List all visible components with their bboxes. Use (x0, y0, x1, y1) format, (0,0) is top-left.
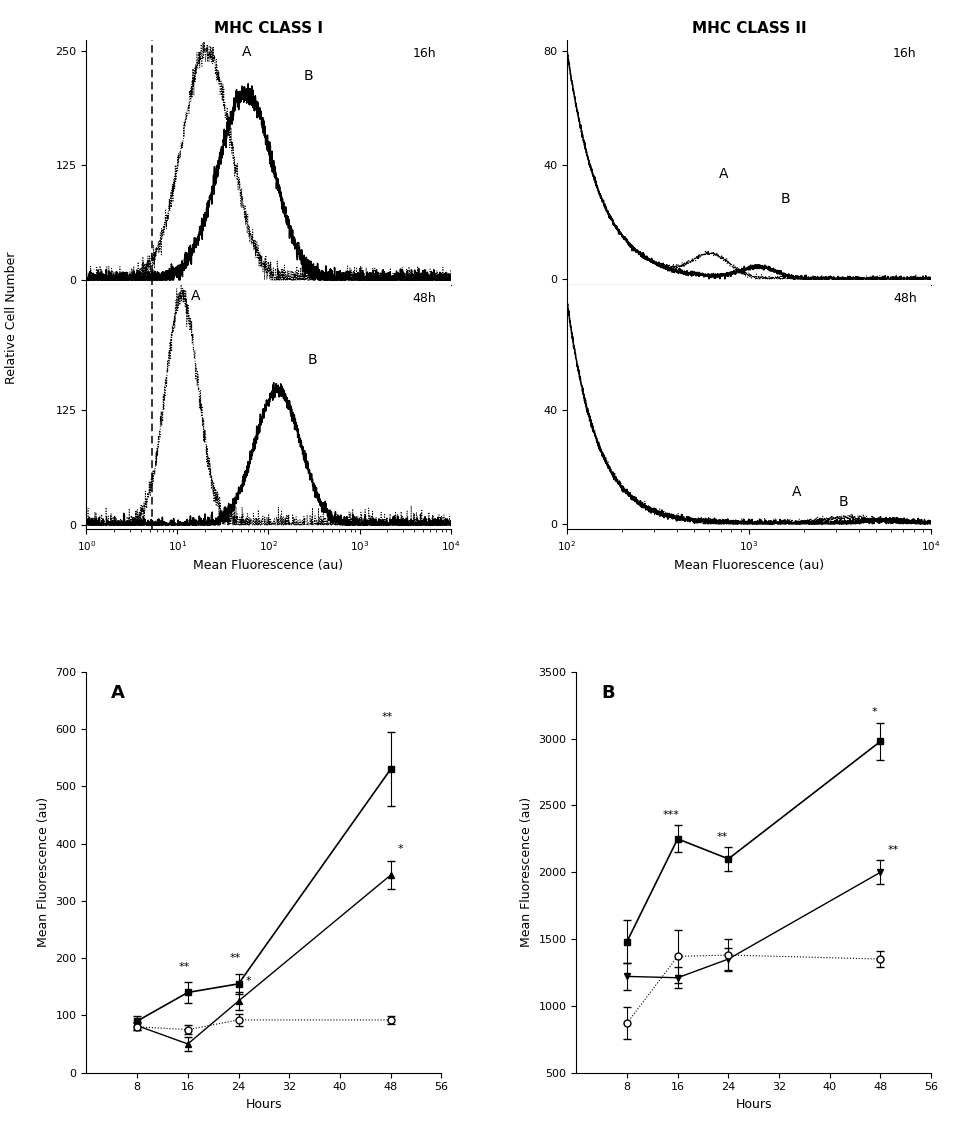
Text: Relative Cell Number: Relative Cell Number (5, 252, 18, 384)
Text: B: B (303, 69, 313, 83)
Text: *: * (872, 707, 877, 717)
Text: A: A (792, 486, 802, 499)
Text: **: ** (229, 953, 241, 964)
Text: **: ** (716, 832, 728, 841)
X-axis label: Hours: Hours (735, 1098, 772, 1111)
Text: 16h: 16h (413, 47, 436, 60)
Text: *: * (397, 844, 403, 854)
Title: MHC CLASS II: MHC CLASS II (692, 20, 806, 36)
Text: 48h: 48h (412, 292, 436, 305)
Text: B: B (780, 192, 790, 205)
Title: MHC CLASS I: MHC CLASS I (214, 20, 323, 36)
Text: A: A (242, 44, 252, 59)
Text: **: ** (888, 844, 899, 855)
Y-axis label: Mean Fluorescence (au): Mean Fluorescence (au) (37, 797, 50, 948)
Text: *: * (245, 976, 251, 985)
X-axis label: Mean Fluorescence (au): Mean Fluorescence (au) (674, 558, 825, 572)
Text: 48h: 48h (893, 292, 917, 305)
Text: **: ** (382, 712, 393, 722)
X-axis label: Hours: Hours (246, 1098, 282, 1111)
Text: B: B (839, 495, 849, 510)
Text: **: ** (179, 961, 190, 972)
Y-axis label: Mean Fluorescence (au): Mean Fluorescence (au) (519, 797, 533, 948)
Text: A: A (111, 684, 125, 701)
Text: A: A (719, 167, 729, 182)
X-axis label: Mean Fluorescence (au): Mean Fluorescence (au) (193, 558, 344, 572)
Text: ***: *** (663, 810, 680, 821)
Text: B: B (601, 684, 614, 701)
Text: 16h: 16h (893, 47, 917, 60)
Text: A: A (191, 289, 201, 303)
Text: B: B (307, 353, 317, 367)
